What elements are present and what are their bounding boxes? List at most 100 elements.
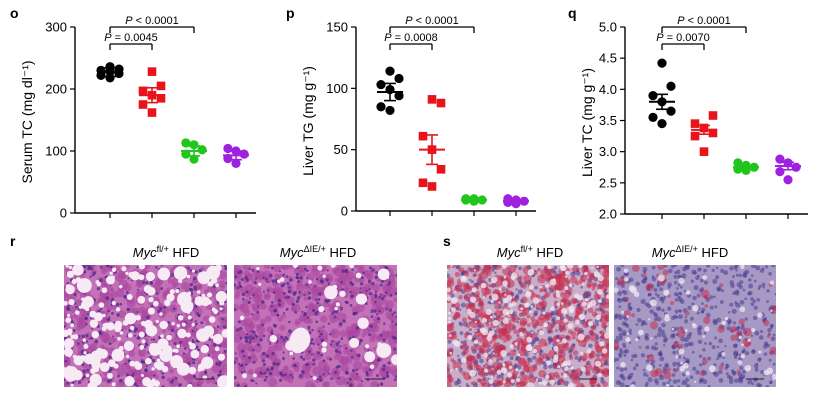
nucleus	[119, 302, 123, 306]
lipid-droplet	[718, 365, 724, 370]
nucleus	[109, 265, 113, 269]
nucleus	[614, 357, 617, 363]
cell	[277, 316, 283, 322]
vacuole	[447, 311, 451, 315]
nucleus	[93, 271, 97, 275]
y-tick-label: 3.0	[599, 144, 617, 159]
lipid-droplet	[477, 273, 483, 278]
vacuole	[466, 308, 472, 315]
data-point	[436, 164, 446, 174]
lipid-droplet	[744, 342, 750, 348]
nucleus	[189, 282, 193, 287]
nucleus	[653, 287, 658, 292]
lipid-droplet	[538, 314, 545, 321]
lipid-vacuole	[139, 346, 144, 350]
cell	[394, 286, 397, 292]
lipid-vacuole	[147, 307, 155, 315]
vacuole	[535, 378, 539, 381]
nucleus	[702, 379, 708, 385]
nucleus	[563, 380, 569, 386]
vacuole	[563, 318, 568, 323]
lipid-droplet	[526, 314, 531, 319]
lipid-droplet	[461, 371, 466, 376]
nucleus	[644, 335, 648, 339]
nucleus	[739, 365, 744, 370]
nucleus	[677, 296, 683, 302]
nucleus	[318, 330, 321, 333]
lipid-vacuole	[83, 351, 87, 355]
lipid-droplet	[604, 265, 609, 273]
lipid-droplet	[462, 343, 468, 349]
p-value: < 0.0001	[133, 15, 179, 27]
nucleus	[108, 316, 111, 319]
lipid-droplet	[509, 349, 517, 357]
nucleus	[250, 378, 254, 382]
vacuole	[657, 274, 665, 282]
lipid-droplet	[463, 347, 469, 354]
nucleus	[689, 375, 694, 380]
vacuole	[694, 380, 697, 383]
lipid-vacuole	[215, 283, 219, 288]
cell	[187, 357, 193, 363]
vacuole	[509, 344, 514, 349]
nucleus	[211, 376, 215, 379]
p-symbol: P	[656, 32, 664, 44]
lipid-droplet	[518, 280, 524, 285]
cell	[361, 332, 366, 338]
cell	[279, 337, 287, 346]
vacuole	[678, 348, 685, 355]
nucleus	[543, 365, 548, 370]
nucleus	[368, 288, 371, 291]
nucleus	[718, 338, 723, 344]
vacuole	[450, 369, 453, 372]
cell	[235, 290, 241, 297]
cell	[211, 364, 222, 374]
nucleus	[712, 278, 718, 284]
nucleus	[187, 266, 190, 270]
nucleus	[733, 350, 739, 356]
lipid-droplet	[606, 363, 609, 367]
nucleus	[251, 268, 255, 272]
lipid-droplet	[588, 274, 595, 281]
lipid-vacuole	[122, 319, 129, 326]
cell	[259, 318, 267, 326]
nucleus	[320, 338, 325, 343]
cell	[349, 371, 359, 381]
vacuole	[685, 371, 690, 376]
nucleus	[331, 312, 334, 315]
nucleus	[244, 336, 248, 340]
lipid-droplet	[550, 283, 558, 292]
nucleus	[161, 385, 165, 387]
data-point	[699, 147, 709, 156]
nucleus	[469, 278, 472, 282]
lipid-droplet	[676, 329, 686, 339]
cell	[347, 329, 355, 337]
lipid-vacuole	[318, 305, 325, 313]
nucleus	[94, 339, 99, 344]
nucleus	[668, 268, 673, 274]
nucleus	[82, 375, 86, 379]
nucleus	[238, 281, 241, 285]
nucleus	[384, 291, 388, 295]
cell	[305, 361, 314, 370]
cell	[116, 368, 126, 377]
vacuole	[528, 344, 532, 348]
nucleus	[291, 302, 295, 307]
vacuole	[460, 275, 467, 283]
lipid-vacuole	[197, 368, 202, 372]
lipid-vacuole	[214, 346, 220, 352]
nucleus	[671, 373, 676, 377]
cell	[263, 265, 271, 269]
nucleus	[683, 356, 686, 360]
nucleus	[468, 328, 472, 332]
cell	[197, 284, 203, 290]
p-value-label: P < 0.0001	[405, 15, 459, 27]
nucleus	[284, 296, 287, 299]
y-tick-label: 4.0	[599, 82, 617, 97]
vacuole	[561, 338, 567, 344]
nucleus	[64, 325, 67, 328]
nucleus	[286, 281, 290, 285]
nucleus	[713, 295, 716, 298]
nucleus	[361, 276, 364, 280]
nucleus	[393, 336, 397, 340]
